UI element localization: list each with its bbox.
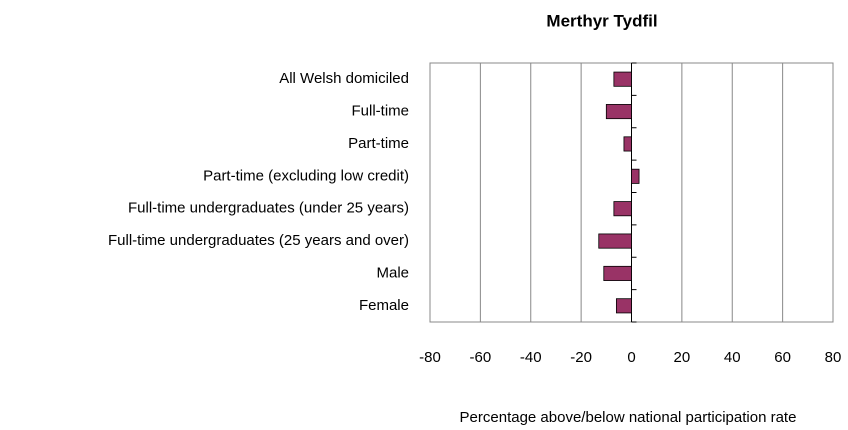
x-tick-label: -80	[419, 349, 441, 366]
chart-title: Merthyr Tydfil	[546, 11, 657, 30]
bar	[631, 168, 640, 184]
x-axis-label: Percentage above/below national particip…	[460, 409, 797, 426]
bar	[623, 136, 632, 152]
y-tick-label: Part-time (excluding low credit)	[203, 167, 409, 184]
y-tick-label: Part-time	[348, 135, 409, 152]
x-tick-label: 80	[825, 349, 842, 366]
x-tick-label: -60	[470, 349, 492, 366]
y-tick-label: Full-time undergraduates (25 years and o…	[108, 232, 409, 249]
x-tick-label: 60	[774, 349, 791, 366]
bar	[598, 233, 632, 249]
x-tick-label: -40	[520, 349, 542, 366]
y-tick-label: Full-time undergraduates (under 25 years…	[128, 200, 409, 217]
bar	[613, 201, 632, 217]
y-tick-label: Male	[376, 264, 409, 281]
x-tick-label: -20	[570, 349, 592, 366]
bar	[615, 298, 632, 314]
bar	[605, 104, 632, 120]
x-tick-label: 0	[627, 349, 635, 366]
y-tick-label: Full-time	[351, 103, 409, 120]
y-tick-label: All Welsh domiciled	[279, 70, 409, 87]
y-tick-label: Female	[359, 297, 409, 314]
bar	[613, 71, 632, 87]
x-tick-label: 20	[674, 349, 691, 366]
bar	[603, 265, 632, 281]
x-tick-label: 40	[724, 349, 741, 366]
